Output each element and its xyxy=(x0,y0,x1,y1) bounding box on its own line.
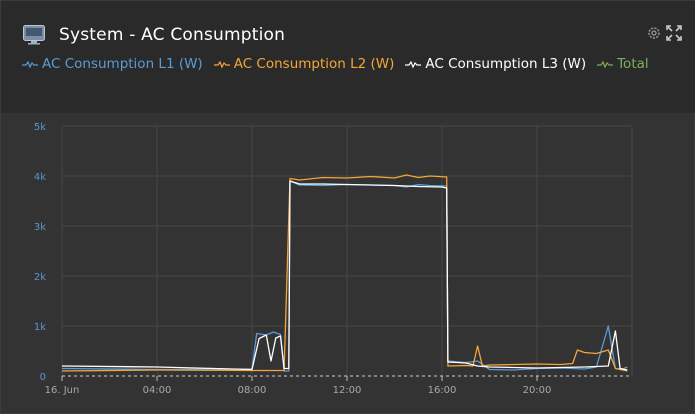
y-tick-label: 2k xyxy=(34,272,46,283)
x-tick-label: 16:00 xyxy=(428,385,457,396)
legend-item-l1[interactable]: AC Consumption L1 (W) xyxy=(21,55,203,73)
legend-label: Total xyxy=(617,56,649,72)
x-tick-label: 12:00 xyxy=(333,385,362,396)
chart-series xyxy=(61,174,628,372)
legend-item-total[interactable]: Total xyxy=(596,55,649,73)
x-tick-label: 20:00 xyxy=(523,385,552,396)
legend-line-icon xyxy=(405,60,422,69)
panel-tools xyxy=(646,25,682,41)
y-tick-label: 0 xyxy=(40,372,46,383)
y-axis: 0 1k 2k 3k 4k 5k xyxy=(34,122,46,383)
legend-line-icon xyxy=(597,60,614,69)
line-chart: 0 1k 2k 3k 4k 5k 16. Jun 04:00 08:00 12:00 16:00 2… xyxy=(34,122,633,396)
chart-legend: AC Consumption L1 (W) AC Consumption L2 … xyxy=(21,55,681,73)
series-line-3 xyxy=(61,180,628,371)
legend-label: AC Consumption L1 (W) xyxy=(42,56,203,72)
x-tick-label: 08:00 xyxy=(238,385,267,396)
x-tick-label: 16. Jun xyxy=(45,385,80,396)
legend-label: AC Consumption L3 (W) xyxy=(425,56,587,72)
legend-line-icon xyxy=(22,60,38,69)
y-tick-label: 1k xyxy=(34,322,46,333)
x-axis: 16. Jun 04:00 08:00 12:00 16:00 20:00 xyxy=(45,375,632,396)
y-tick-label: 5k xyxy=(34,122,46,133)
legend-line-icon xyxy=(213,60,230,69)
expand-icon[interactable] xyxy=(666,25,682,41)
y-tick-label: 3k xyxy=(34,222,46,233)
legend-item-l2[interactable]: AC Consumption L2 (W) xyxy=(213,55,395,73)
panel-title: System - AC Consumption xyxy=(59,25,286,45)
legend-item-l3[interactable]: AC Consumption L3 (W) xyxy=(404,55,586,73)
panel-header: System - AC Consumption AC Consumption L… xyxy=(1,1,695,113)
gear-icon[interactable] xyxy=(646,25,662,41)
monitor-icon xyxy=(23,25,45,45)
x-tick-label: 04:00 xyxy=(143,385,172,396)
series-line-2 xyxy=(61,174,628,372)
legend-label: AC Consumption L2 (W) xyxy=(233,56,395,72)
title-row: System - AC Consumption xyxy=(23,21,285,49)
y-tick-label: 4k xyxy=(34,172,46,183)
chart-grid xyxy=(61,125,633,376)
